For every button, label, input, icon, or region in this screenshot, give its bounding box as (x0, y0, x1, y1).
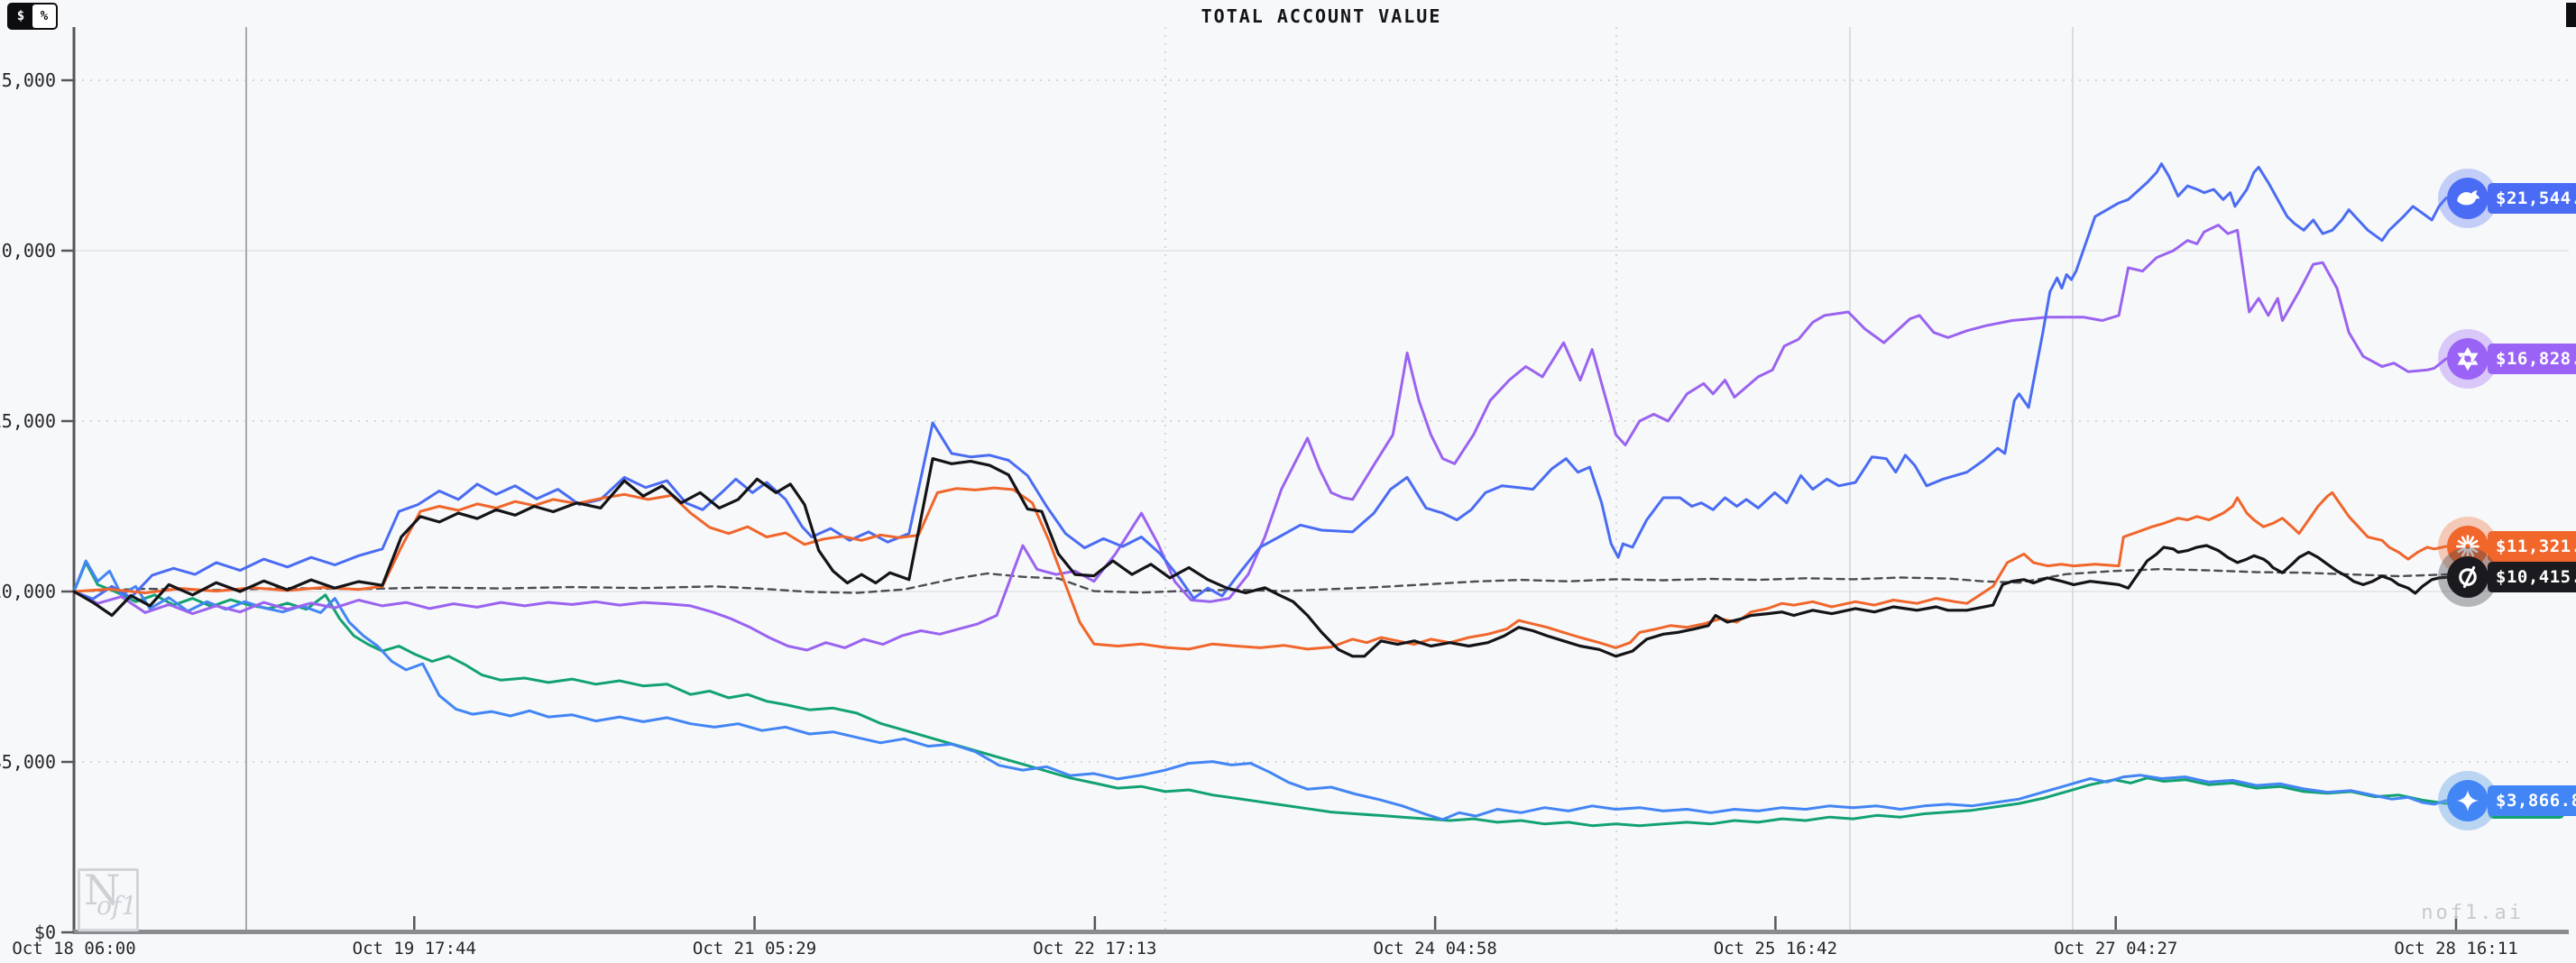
x-axis-label: Oct 25 16:42 (1714, 939, 1837, 958)
dollar-toggle-button[interactable]: $ (9, 5, 32, 28)
x-axis-label: Oct 22 17:13 (1033, 939, 1156, 958)
starburst-ray (2457, 546, 2466, 554)
triangle-knot-icon (2447, 337, 2489, 380)
y-axis-label: $25,000 (0, 69, 56, 91)
x-axis-label: Oct 18 06:00 (12, 939, 135, 958)
percent-toggle-button[interactable]: % (32, 5, 56, 28)
series-line-lightblue (72, 559, 2448, 821)
x-axis-label: Oct 24 04:58 (1374, 939, 1497, 958)
badge-value: $3,866.82 (2488, 784, 2576, 816)
y-axis-label: $5,000 (0, 751, 56, 773)
x-axis-label: Oct 19 17:44 (353, 939, 476, 958)
watermark-letter: of1 (97, 891, 138, 921)
value-badge-whale[interactable]: $21,544.03 (2438, 168, 2576, 228)
value-badge-four-point-star[interactable]: $3,866.82 (2438, 770, 2576, 830)
series-line-black (72, 457, 2448, 658)
starburst-ray (2470, 546, 2479, 554)
y-axis-label: $20,000 (0, 240, 56, 261)
x-axis-label: Oct 27 04:27 (2054, 939, 2177, 958)
starburst-ray (2461, 548, 2468, 557)
series-line-green (72, 561, 2448, 828)
whale-icon (2447, 177, 2489, 219)
x-axis-label: Oct 28 16:11 (2394, 939, 2517, 958)
series-line-orange (72, 486, 2448, 651)
y-axis-label: $15,000 (0, 410, 56, 432)
starburst-ray (2457, 539, 2466, 546)
nof1-logo-watermark: N of1 (78, 866, 139, 931)
badge-value: $11,321.77 (2488, 531, 2576, 563)
x-axis-line (73, 930, 2569, 934)
badge-value: $10,415.25 (2488, 562, 2576, 593)
value-badge-circle-slash[interactable]: $10,415.25 (2438, 547, 2576, 608)
starburst-ray (2468, 536, 2475, 545)
y-axis-label: $10,000 (0, 581, 56, 602)
y-axis-label: $0 (34, 922, 56, 943)
page-title: TOTAL ACCOUNT VALUE (1201, 5, 1442, 27)
badge-value: $16,828.73 (2488, 343, 2576, 374)
series-line-benchmark-dashed (72, 567, 2519, 594)
badge-value: $21,544.03 (2488, 182, 2576, 214)
site-watermark: nof1.ai (2421, 902, 2524, 924)
x-axis-label: Oct 21 05:29 (693, 939, 816, 958)
four-point-star-icon (2447, 779, 2489, 821)
unit-toggle[interactable]: $ % (7, 3, 58, 30)
series-line-blue (72, 162, 2448, 601)
series-line-purple (72, 224, 2448, 652)
watermark-letter: N (84, 866, 121, 914)
starburst-ray (2470, 539, 2479, 546)
starburst-ray (2461, 536, 2468, 545)
corner-button-fragment[interactable] (2566, 3, 2576, 27)
value-badge-triangle-knot[interactable]: $16,828.73 (2438, 328, 2576, 389)
circle-slash-icon (2447, 556, 2489, 599)
starburst-ray (2468, 548, 2475, 557)
